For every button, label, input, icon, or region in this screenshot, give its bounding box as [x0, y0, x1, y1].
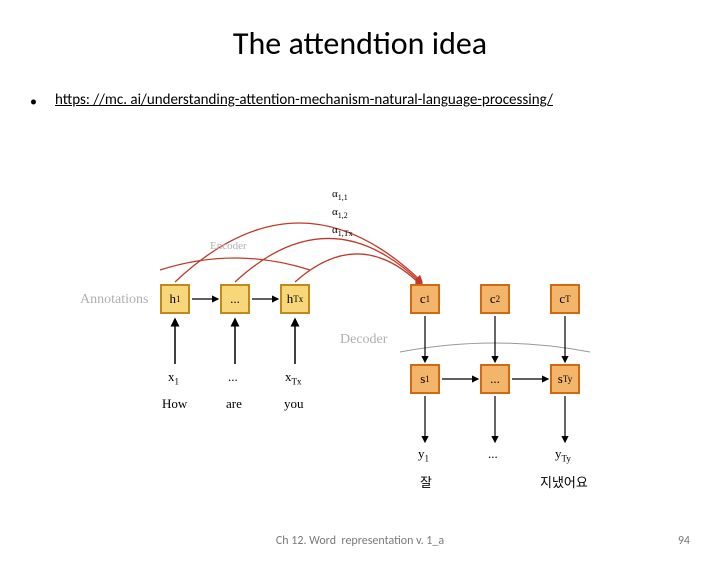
y1-label: y1: [418, 446, 429, 464]
xdots-label: ...: [228, 369, 238, 385]
alpha-11: α1,1: [332, 188, 348, 202]
word-you: you: [284, 396, 304, 412]
encoder-label: Encoder: [210, 240, 247, 252]
xtx-label: xTx: [285, 369, 302, 387]
annotations-label: Annotations: [80, 292, 148, 308]
node-h1: h1: [160, 284, 190, 314]
ydots-label: ...: [488, 446, 498, 462]
word-korean-1: 잘: [420, 472, 432, 491]
word-how: How: [162, 396, 187, 412]
word-are: are: [226, 396, 242, 412]
decoder-label: Decoder: [340, 332, 387, 348]
slide-title: The attendtion idea: [0, 24, 720, 63]
node-sdots: ...: [480, 364, 510, 394]
footer-chapter: Ch 12. Word representation v. 1_a: [0, 534, 720, 548]
alpha-12: α1,2: [332, 206, 348, 220]
node-htx: hTx: [280, 284, 310, 314]
node-s1: s1: [410, 364, 440, 394]
node-sty: sTy: [550, 364, 580, 394]
bullet-row: • https: //mc. ai/understanding-attentio…: [30, 91, 720, 110]
footer-page-number: 94: [678, 534, 690, 548]
node-ct: cT: [550, 284, 580, 314]
node-c2: c2: [480, 284, 510, 314]
source-link[interactable]: https: //mc. ai/understanding-attention-…: [55, 91, 553, 109]
yty-label: yTy: [555, 446, 571, 464]
x1-label: x1: [168, 369, 179, 387]
word-korean-2: 지냈어요: [540, 472, 588, 491]
node-hdots: ...: [220, 284, 250, 314]
bullet-dot: •: [30, 93, 37, 110]
alpha-1tx: α1,Tx: [332, 224, 353, 238]
node-c1: c1: [410, 284, 440, 314]
attention-diagram: Annotations Decoder Encoder α1,1 α1,2 α1…: [100, 174, 620, 494]
